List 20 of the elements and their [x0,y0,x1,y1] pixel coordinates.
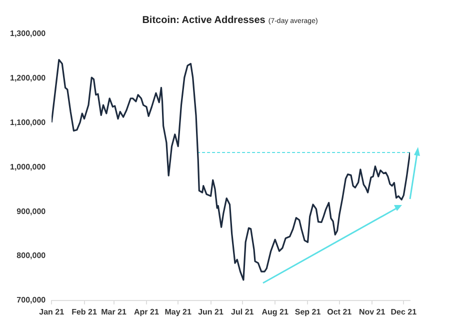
y-tick-label: 900,000 [16,206,46,216]
x-tick-label: May 21 [164,307,192,316]
y-tick-label: 1,300,000 [10,29,46,38]
x-tick-label: Dec 21 [390,307,418,316]
x-tick-label: Sep 21 [294,307,322,316]
chart-title: Bitcoin: Active Addresses [142,15,266,26]
x-tick-label: Oct 21 [327,307,352,316]
x-tick-label: Jun 21 [198,307,224,316]
y-tick-label: 1,000,000 [10,162,46,172]
x-tick-label: Jul 21 [231,307,254,316]
y-tick-label: 700,000 [16,296,46,305]
x-tick-label: Nov 21 [358,307,386,316]
x-tick-label: Mar 21 [101,307,128,316]
x-tick-label: Aug 21 [262,307,289,316]
y-tick-label: 1,200,000 [10,74,46,83]
y-tick-label: 800,000 [16,251,46,260]
x-tick-label: Feb 21 [72,307,98,316]
x-tick-label: Jan 21 [39,307,65,316]
y-tick-label: 1,100,000 [10,118,46,128]
x-tick-label: Apr 21 [134,307,160,316]
